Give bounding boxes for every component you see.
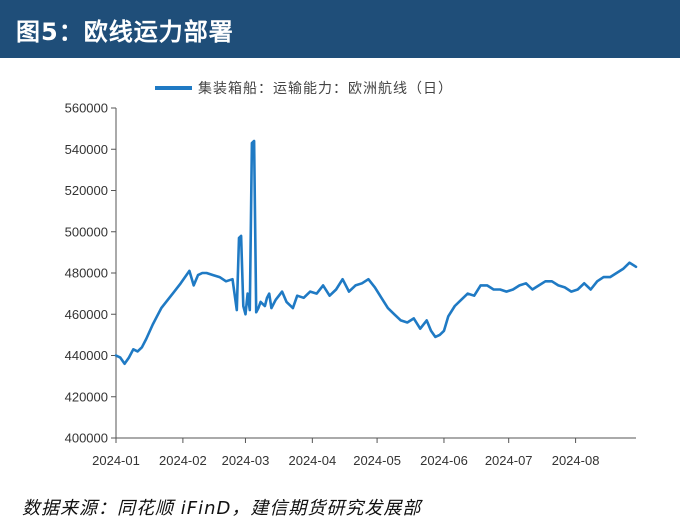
y-tick-label: 400000 xyxy=(65,431,108,446)
x-tick-label: 2024-03 xyxy=(222,453,270,468)
y-tick-label: 560000 xyxy=(65,101,108,116)
y-tick-label: 440000 xyxy=(65,348,108,363)
y-tick-label: 540000 xyxy=(65,142,108,157)
legend-label: 集装箱船：运输能力：欧洲航线（日） xyxy=(198,80,453,97)
legend: 集装箱船：运输能力：欧洲航线（日） xyxy=(155,80,453,97)
line-chart: 集装箱船：运输能力：欧洲航线（日） 400000 420000 440000 4600… xyxy=(65,80,638,468)
header-bar: 图5：欧线运力部署 xyxy=(0,0,680,58)
x-tick-label: 2024-06 xyxy=(420,453,468,468)
source-note: 数据来源：同花顺 iFinD，建信期货研究发展部 xyxy=(22,498,422,519)
x-axis: 2024-01 2024-02 2024-03 2024-04 2024-05 2024-… xyxy=(92,437,636,468)
page-title: 图5：欧线运力部署 xyxy=(16,18,234,46)
x-tick-label: 2024-04 xyxy=(288,453,336,468)
y-tick-label: 520000 xyxy=(65,183,108,198)
series-line xyxy=(114,139,638,366)
y-tick-label: 500000 xyxy=(65,224,108,239)
x-tick-label: 2024-07 xyxy=(485,453,533,468)
x-tick-label: 2024-02 xyxy=(159,453,207,468)
x-tick-label: 2024-08 xyxy=(552,453,600,468)
y-axis: 400000 420000 440000 460000 480000 500000 5200… xyxy=(65,101,117,446)
x-tick-label: 2024-01 xyxy=(92,453,140,468)
plot-area xyxy=(114,139,638,366)
y-tick-label: 460000 xyxy=(65,307,108,322)
x-tick-label: 2024-05 xyxy=(353,453,401,468)
y-tick-label: 420000 xyxy=(65,389,108,404)
y-tick-label: 480000 xyxy=(65,266,108,281)
